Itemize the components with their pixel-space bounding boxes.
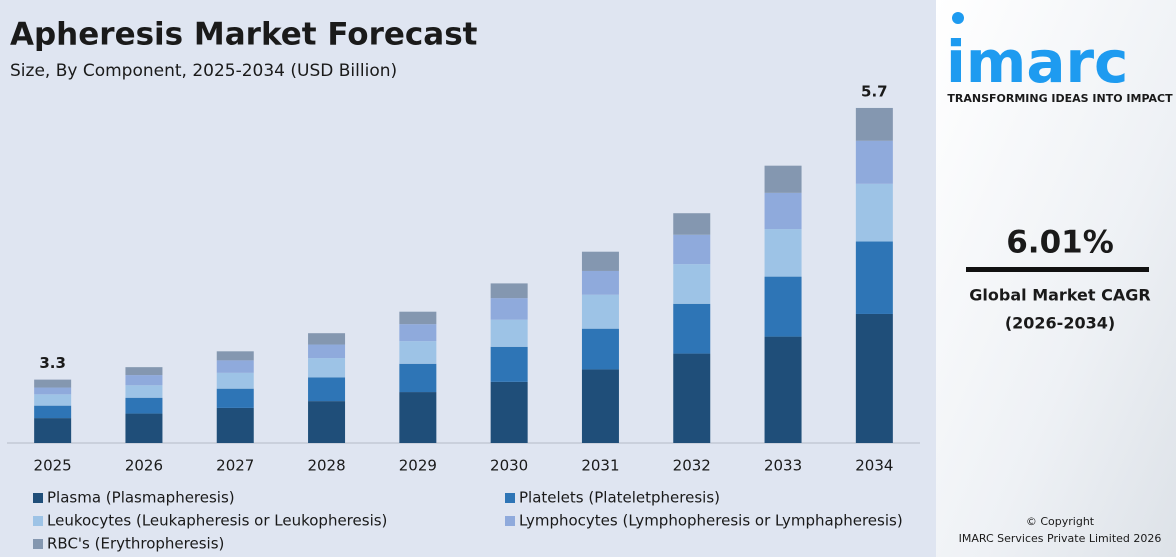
cagr-rule [966, 267, 1149, 272]
cagr: 6.01% [1006, 225, 1114, 261]
legend-label: Leukocytes (Leukapheresis or Leukopheres… [47, 512, 387, 530]
bar-segment [34, 387, 72, 395]
bar-segment [34, 405, 72, 419]
copyright: © Copyright [1026, 515, 1095, 528]
bar-segment [125, 413, 163, 443]
bar-segment [308, 344, 346, 359]
bar-segment [855, 313, 893, 443]
x-tick-label: 2030 [490, 457, 528, 475]
bar-segment [34, 394, 72, 406]
bar-segment [855, 241, 893, 314]
bar-segment [764, 276, 802, 337]
bar-segment [581, 294, 619, 329]
legend-swatch [33, 493, 43, 503]
bar-segment [34, 379, 72, 388]
bar-segment [855, 183, 893, 242]
chart-title: Apheresis Market Forecast [10, 17, 478, 53]
bar-segment [490, 283, 528, 299]
cagr-period: (2026-2034) [1005, 314, 1115, 333]
bar-segment [399, 341, 437, 364]
bar-segment [673, 234, 711, 265]
bar-segment [764, 165, 802, 193]
bar-segment [490, 298, 528, 320]
legend-swatch [33, 516, 43, 526]
x-tick-label: 2027 [216, 457, 254, 475]
bar-segment [308, 333, 346, 345]
bar-segment [581, 270, 619, 295]
legend-swatch [33, 539, 43, 549]
legend-label: Plasma (Plasmapheresis) [47, 489, 235, 507]
legend-swatch [505, 493, 515, 503]
company: IMARC Services Private Limited 2026 [959, 532, 1162, 545]
bar-segment [34, 418, 72, 443]
legend-label: RBC's (Erythropheresis) [47, 535, 224, 553]
logo: imarc [946, 28, 1128, 96]
bar-segment [673, 303, 711, 354]
bar-segment [764, 229, 802, 277]
bar-segment [125, 367, 163, 376]
x-tick-label: 2025 [34, 457, 72, 475]
bar-segment [216, 388, 254, 408]
bar-segment [581, 328, 619, 370]
bar-segment [308, 377, 346, 402]
x-tick-label: 2026 [125, 457, 163, 475]
x-tick-label: 2029 [399, 457, 437, 475]
bar-segment [490, 319, 528, 347]
bar-segment [216, 407, 254, 443]
x-tick-label: 2028 [307, 457, 345, 475]
bar-segment [673, 353, 711, 443]
bar-segment [490, 346, 528, 382]
bar-segment [581, 369, 619, 443]
bar-segment [764, 192, 802, 230]
tagline: TRANSFORMING IDEAS INTO IMPACT [947, 92, 1173, 105]
x-tick-label: 2031 [581, 457, 619, 475]
bar-segment [855, 107, 893, 141]
total-label: 3.3 [39, 354, 66, 372]
bar-segment [399, 311, 437, 325]
bar-segment [581, 251, 619, 271]
bar-segment [855, 140, 893, 184]
bar-segment [216, 351, 254, 361]
bar-segment [308, 401, 346, 443]
x-tick-label: 2034 [855, 457, 893, 475]
legend-swatch [505, 516, 515, 526]
bar-segment [673, 213, 711, 235]
bar-segment [490, 381, 528, 443]
legend-label: Lymphocytes (Lymphopheresis or Lymphaphe… [519, 512, 903, 530]
bar-segment [125, 385, 163, 398]
bar-segment [399, 392, 437, 443]
x-tick-label: 2032 [673, 457, 711, 475]
bar-segment [125, 397, 163, 414]
bar-segment [216, 372, 254, 389]
bar-segment [399, 363, 437, 393]
bar-segment [125, 375, 163, 386]
chart-subtitle: Size, By Component, 2025-2034 (USD Billi… [10, 61, 397, 81]
bar-segment [673, 264, 711, 304]
total-label: 5.7 [861, 82, 888, 100]
x-tick-label: 2033 [764, 457, 802, 475]
bar-segment [764, 336, 802, 443]
bar-segment [308, 358, 346, 378]
legend-label: Platelets (Plateletpheresis) [519, 489, 720, 507]
logo-dot [952, 12, 964, 24]
cagr-label: Global Market CAGR [969, 286, 1150, 305]
sidebar-bg [936, 0, 1176, 557]
bar-segment [216, 360, 254, 373]
bar-segment [399, 324, 437, 342]
